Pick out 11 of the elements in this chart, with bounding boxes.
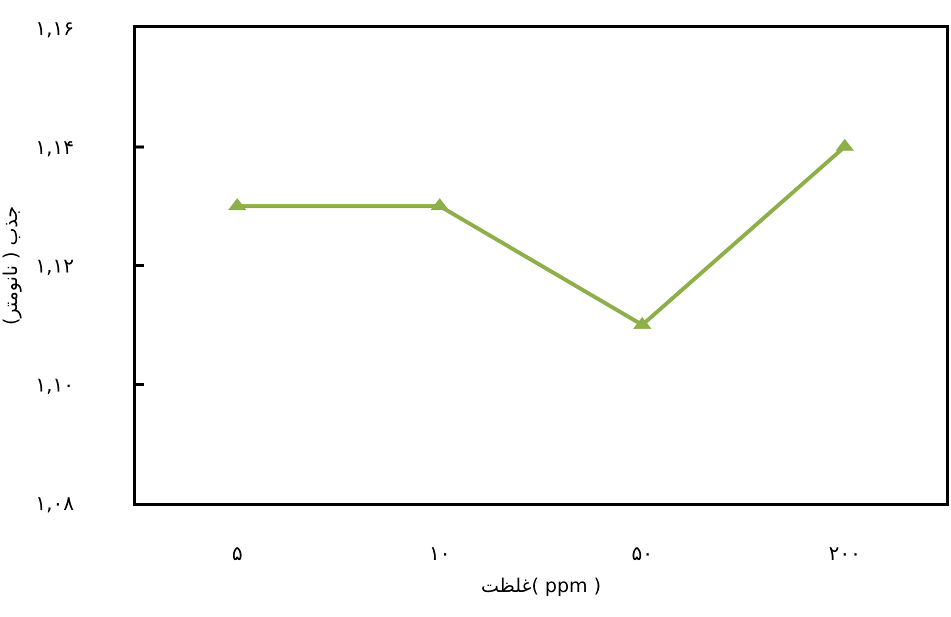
y-tick-label: ۱,۱۰ <box>35 372 74 396</box>
y-tick-label: ۱,۱۲ <box>35 254 74 278</box>
x-axis-title: غلظت( ppm ) <box>480 574 602 597</box>
x-tick-label: ۵ <box>232 541 243 565</box>
y-tick-label: ۱,۰۸ <box>35 491 74 515</box>
x-tick-label: ۵۰ <box>632 541 653 565</box>
x-tick-label: ۲۰۰ <box>828 541 861 565</box>
y-axis-title: جذب ( نانومتر) <box>0 206 22 326</box>
y-tick-label: ۱,۱۶ <box>35 16 74 40</box>
x-tick-label: ۱۰ <box>429 541 450 565</box>
y-tick-label: ۱,۱۴ <box>35 134 74 159</box>
